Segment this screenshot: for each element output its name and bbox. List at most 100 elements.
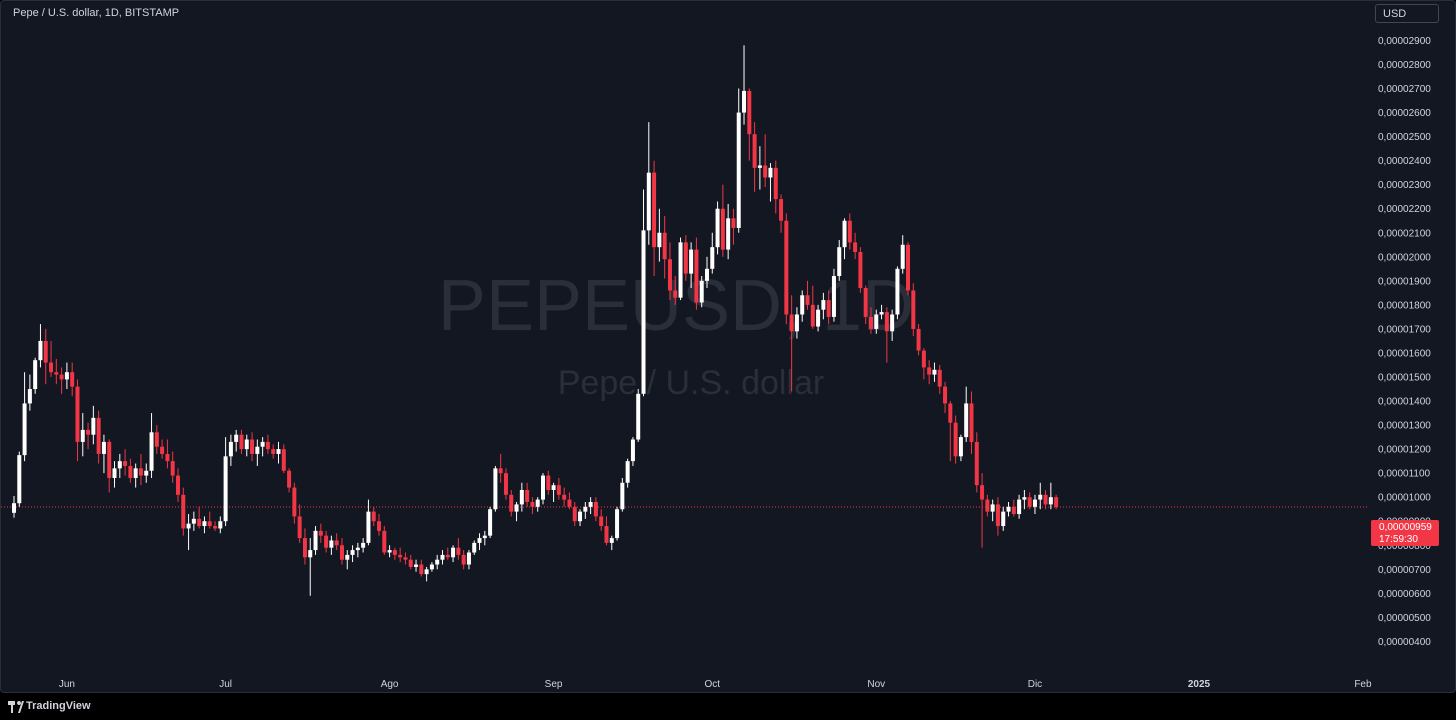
candle-body — [519, 489, 524, 505]
candle-body — [138, 468, 143, 476]
candle-body — [964, 403, 969, 438]
x-tick-label: Ago — [381, 679, 399, 690]
candle-body — [641, 230, 646, 394]
candle-body — [736, 112, 741, 228]
candle-body — [953, 422, 958, 457]
candle-body — [265, 441, 270, 450]
candle-body — [38, 340, 43, 361]
candle-body — [879, 312, 884, 315]
candle-body — [451, 547, 456, 558]
candle-body — [731, 218, 736, 228]
candle-body — [1048, 497, 1053, 505]
last-price-label: 0,00000959 17:59:30 — [1371, 520, 1439, 546]
candle-body — [228, 441, 233, 457]
candle-body — [588, 502, 593, 507]
x-tick-label: Dic — [1028, 679, 1042, 690]
candle-body — [424, 569, 429, 575]
time-axis[interactable]: Jun Jul Ago Sep Oct Nov Dic 2025 Feb — [59, 679, 1372, 690]
y-tick-label: 0,00001100 — [1378, 469, 1431, 480]
footer-bar: TradingView — [0, 693, 1456, 720]
candle-body — [673, 290, 678, 298]
candle-body — [805, 295, 810, 305]
candle-body — [847, 220, 852, 243]
candle-body — [1032, 499, 1037, 507]
candle-body — [726, 218, 731, 250]
candle-body — [218, 521, 223, 529]
candle-body — [472, 542, 477, 553]
candle-body — [398, 554, 403, 558]
candle-body — [583, 506, 588, 512]
y-tick-label: 0,00000400 — [1378, 637, 1431, 648]
candle-body — [562, 494, 567, 500]
y-tick-label: 0,00002800 — [1378, 60, 1431, 71]
candlestick-chart[interactable]: PEPEUSD, 1D Pepe / U.S. dollar 0,0000040… — [1, 1, 1456, 693]
candle-body — [816, 309, 821, 327]
candle-body — [821, 300, 826, 310]
chart-panel[interactable]: PEPEUSD, 1D Pepe / U.S. dollar 0,0000040… — [0, 0, 1456, 693]
candle-body — [800, 295, 805, 315]
candle-body — [70, 372, 75, 387]
y-tick-label: 0,00001300 — [1378, 421, 1431, 432]
watermark-symbol: PEPEUSD, 1D — [438, 266, 914, 346]
tradingview-brand[interactable]: TradingView — [26, 700, 91, 712]
candle-body — [408, 559, 413, 567]
candle-body — [318, 530, 323, 536]
candle-body — [456, 547, 461, 555]
candle-body — [704, 268, 709, 281]
candle-body — [371, 511, 376, 522]
candle-body — [488, 509, 493, 536]
candle-body — [133, 468, 138, 478]
candle-body — [128, 465, 133, 478]
y-tick-label: 0,00002500 — [1378, 132, 1431, 143]
candle-body — [91, 417, 96, 435]
candle-body — [514, 504, 519, 512]
y-tick-label: 0,00000800 — [1378, 541, 1431, 552]
currency-button[interactable]: USD — [1375, 4, 1439, 23]
candle-body — [239, 434, 244, 450]
candle-body — [794, 314, 799, 332]
candle-body — [646, 172, 651, 231]
candle-body — [943, 386, 948, 404]
candle-body — [160, 446, 165, 454]
candle-body — [33, 360, 38, 390]
candle-body — [990, 504, 995, 512]
candle-body — [874, 314, 879, 329]
candle-body — [419, 564, 424, 575]
candle-body — [292, 487, 297, 517]
y-tick-label: 0,00001200 — [1378, 445, 1431, 456]
candle-body — [461, 554, 466, 565]
candle-body — [271, 449, 276, 454]
candle-body — [403, 557, 408, 560]
y-tick-label: 0,00000700 — [1378, 565, 1431, 576]
candle-body — [22, 403, 27, 456]
y-tick-label: 0,00000600 — [1378, 589, 1431, 600]
candle-body — [80, 429, 85, 442]
candle-body — [366, 511, 371, 543]
candle-body — [297, 516, 302, 539]
candle-body — [154, 432, 159, 447]
candle-body — [75, 386, 80, 442]
candle-body — [355, 547, 360, 551]
price-axis[interactable]: 0,00000400 0,00000500 0,00000600 0,00000700… — [1378, 12, 1431, 648]
candle-body — [720, 208, 725, 250]
candle-body — [884, 312, 889, 332]
candle-body — [678, 242, 683, 298]
candle-body — [927, 367, 932, 375]
candle-body — [773, 167, 778, 200]
candle-body — [1017, 499, 1022, 515]
y-tick-label: 0,00002600 — [1378, 108, 1431, 119]
candle-body — [683, 242, 688, 274]
candle-body — [593, 502, 598, 517]
candle-body — [710, 247, 715, 269]
candle-body — [757, 165, 762, 168]
candle-body — [482, 535, 487, 539]
candle-body — [689, 249, 694, 274]
candle-body — [392, 550, 397, 555]
candle-body — [784, 220, 789, 315]
x-tick-label: Feb — [1354, 679, 1372, 690]
candle-body — [567, 499, 572, 507]
candle-body — [435, 559, 440, 565]
candle-body — [1022, 497, 1027, 500]
candle-body — [604, 526, 609, 543]
y-tick-label: 0,00001600 — [1378, 348, 1431, 359]
